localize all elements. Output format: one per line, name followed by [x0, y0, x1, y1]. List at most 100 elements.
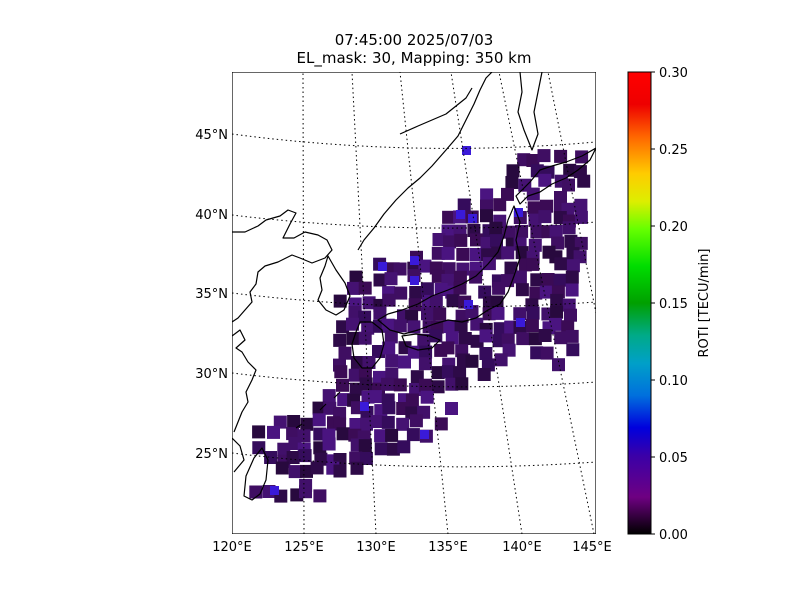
colorbar-ticks [651, 71, 655, 535]
roti-cell [312, 413, 326, 427]
roti-cell [530, 273, 544, 287]
coast-ryukyu [295, 391, 341, 429]
lat-tick-40n: 40°N [195, 208, 228, 223]
roti-cell [455, 377, 469, 391]
roti-cell [530, 225, 544, 239]
roti-cell [575, 150, 589, 164]
roti-cell [431, 246, 445, 260]
roti-cell [490, 234, 503, 248]
roti-cell [361, 321, 375, 335]
roti-cell [538, 173, 552, 187]
roti-cell [384, 330, 398, 344]
roti-cell [525, 319, 539, 332]
roti-cell [286, 427, 300, 441]
roti-cell [562, 298, 576, 312]
roti-cell [409, 286, 423, 299]
roti-cell [505, 176, 519, 189]
roti-cell-high [462, 146, 471, 155]
roti-cell [442, 210, 456, 224]
coast-china-east [232, 329, 257, 433]
roti-cell [252, 425, 266, 439]
roti-cell [554, 331, 568, 345]
roti-cell [528, 238, 542, 252]
roti-cell [565, 283, 579, 297]
roti-cell [550, 305, 564, 319]
roti-cell [433, 307, 447, 321]
roti-cell [252, 441, 266, 455]
colorbar-tick-1: 0.05 [659, 451, 688, 466]
roti-cell [490, 295, 504, 309]
roti-cell [337, 393, 351, 407]
roti-cell [494, 353, 508, 367]
parallel-40n [232, 214, 596, 229]
roti-cell [516, 332, 530, 346]
roti-cell [537, 149, 551, 163]
roti-cell [396, 417, 410, 431]
roti-cell [550, 293, 564, 307]
roti-cell [386, 442, 400, 456]
roti-cell [409, 414, 423, 428]
roti-cell [454, 233, 468, 247]
roti-cell-high [378, 262, 387, 271]
coast-honshu [377, 205, 521, 335]
roti-cell [346, 331, 360, 345]
parallel-25n [232, 452, 596, 468]
roti-cell [358, 367, 372, 381]
coastlines [232, 72, 596, 501]
roti-cell [264, 451, 278, 464]
roti-cell [373, 306, 387, 320]
meridian-135e [399, 72, 449, 534]
colorbar-tick-5: 0.25 [659, 143, 688, 158]
roti-cell [267, 425, 280, 439]
roti-cell [431, 366, 445, 380]
roti-cell [574, 236, 588, 250]
roti-cell [298, 449, 312, 463]
roti-cell [273, 415, 287, 429]
roti-cell [506, 164, 520, 178]
roti-cell [338, 346, 352, 360]
roti-cell [349, 418, 363, 431]
parallel-45n [232, 133, 596, 149]
roti-cell [385, 367, 399, 381]
roti-cell [299, 485, 312, 499]
roti-cell [275, 461, 289, 475]
roti-cell-high [514, 208, 523, 217]
roti-cell [566, 259, 580, 273]
lat-tick-35n: 35°N [195, 287, 228, 302]
roti-cell [349, 451, 363, 465]
graticule [232, 72, 596, 534]
roti-cell [322, 437, 336, 451]
roti-cell [369, 390, 382, 404]
roti-cell [526, 306, 540, 320]
roti-cell [359, 377, 373, 391]
roti-cell [381, 318, 395, 332]
parallel-35n [232, 292, 596, 308]
roti-cell [538, 329, 552, 342]
roti-cell [539, 285, 553, 299]
roti-cell-high [420, 430, 429, 439]
roti-cell [501, 187, 514, 201]
roti-cell [419, 345, 433, 359]
roti-cell [394, 286, 408, 300]
colorbar-gradient [627, 71, 652, 535]
lon-tick-120e: 120°E [212, 540, 252, 555]
coast-china-south [232, 437, 245, 473]
coast-sea-of-okhotsk [399, 87, 473, 135]
roti-cell [554, 257, 568, 271]
roti-cell [445, 331, 459, 345]
roti-cell [334, 365, 348, 379]
roti-cell [565, 329, 579, 343]
roti-cell [446, 294, 460, 308]
roti-cell [406, 428, 420, 442]
roti-cell [513, 270, 527, 284]
roti-cell [373, 273, 387, 287]
roti-cell-high [410, 276, 419, 285]
roti-cell [333, 294, 347, 308]
roti-cell [397, 440, 411, 454]
roti-cell [358, 331, 372, 345]
roti-cell-high [410, 256, 419, 265]
roti-cell [434, 283, 448, 296]
roti-cell [349, 382, 363, 396]
lat-tick-30n: 30°N [195, 367, 228, 382]
meridian-150e [547, 72, 596, 316]
